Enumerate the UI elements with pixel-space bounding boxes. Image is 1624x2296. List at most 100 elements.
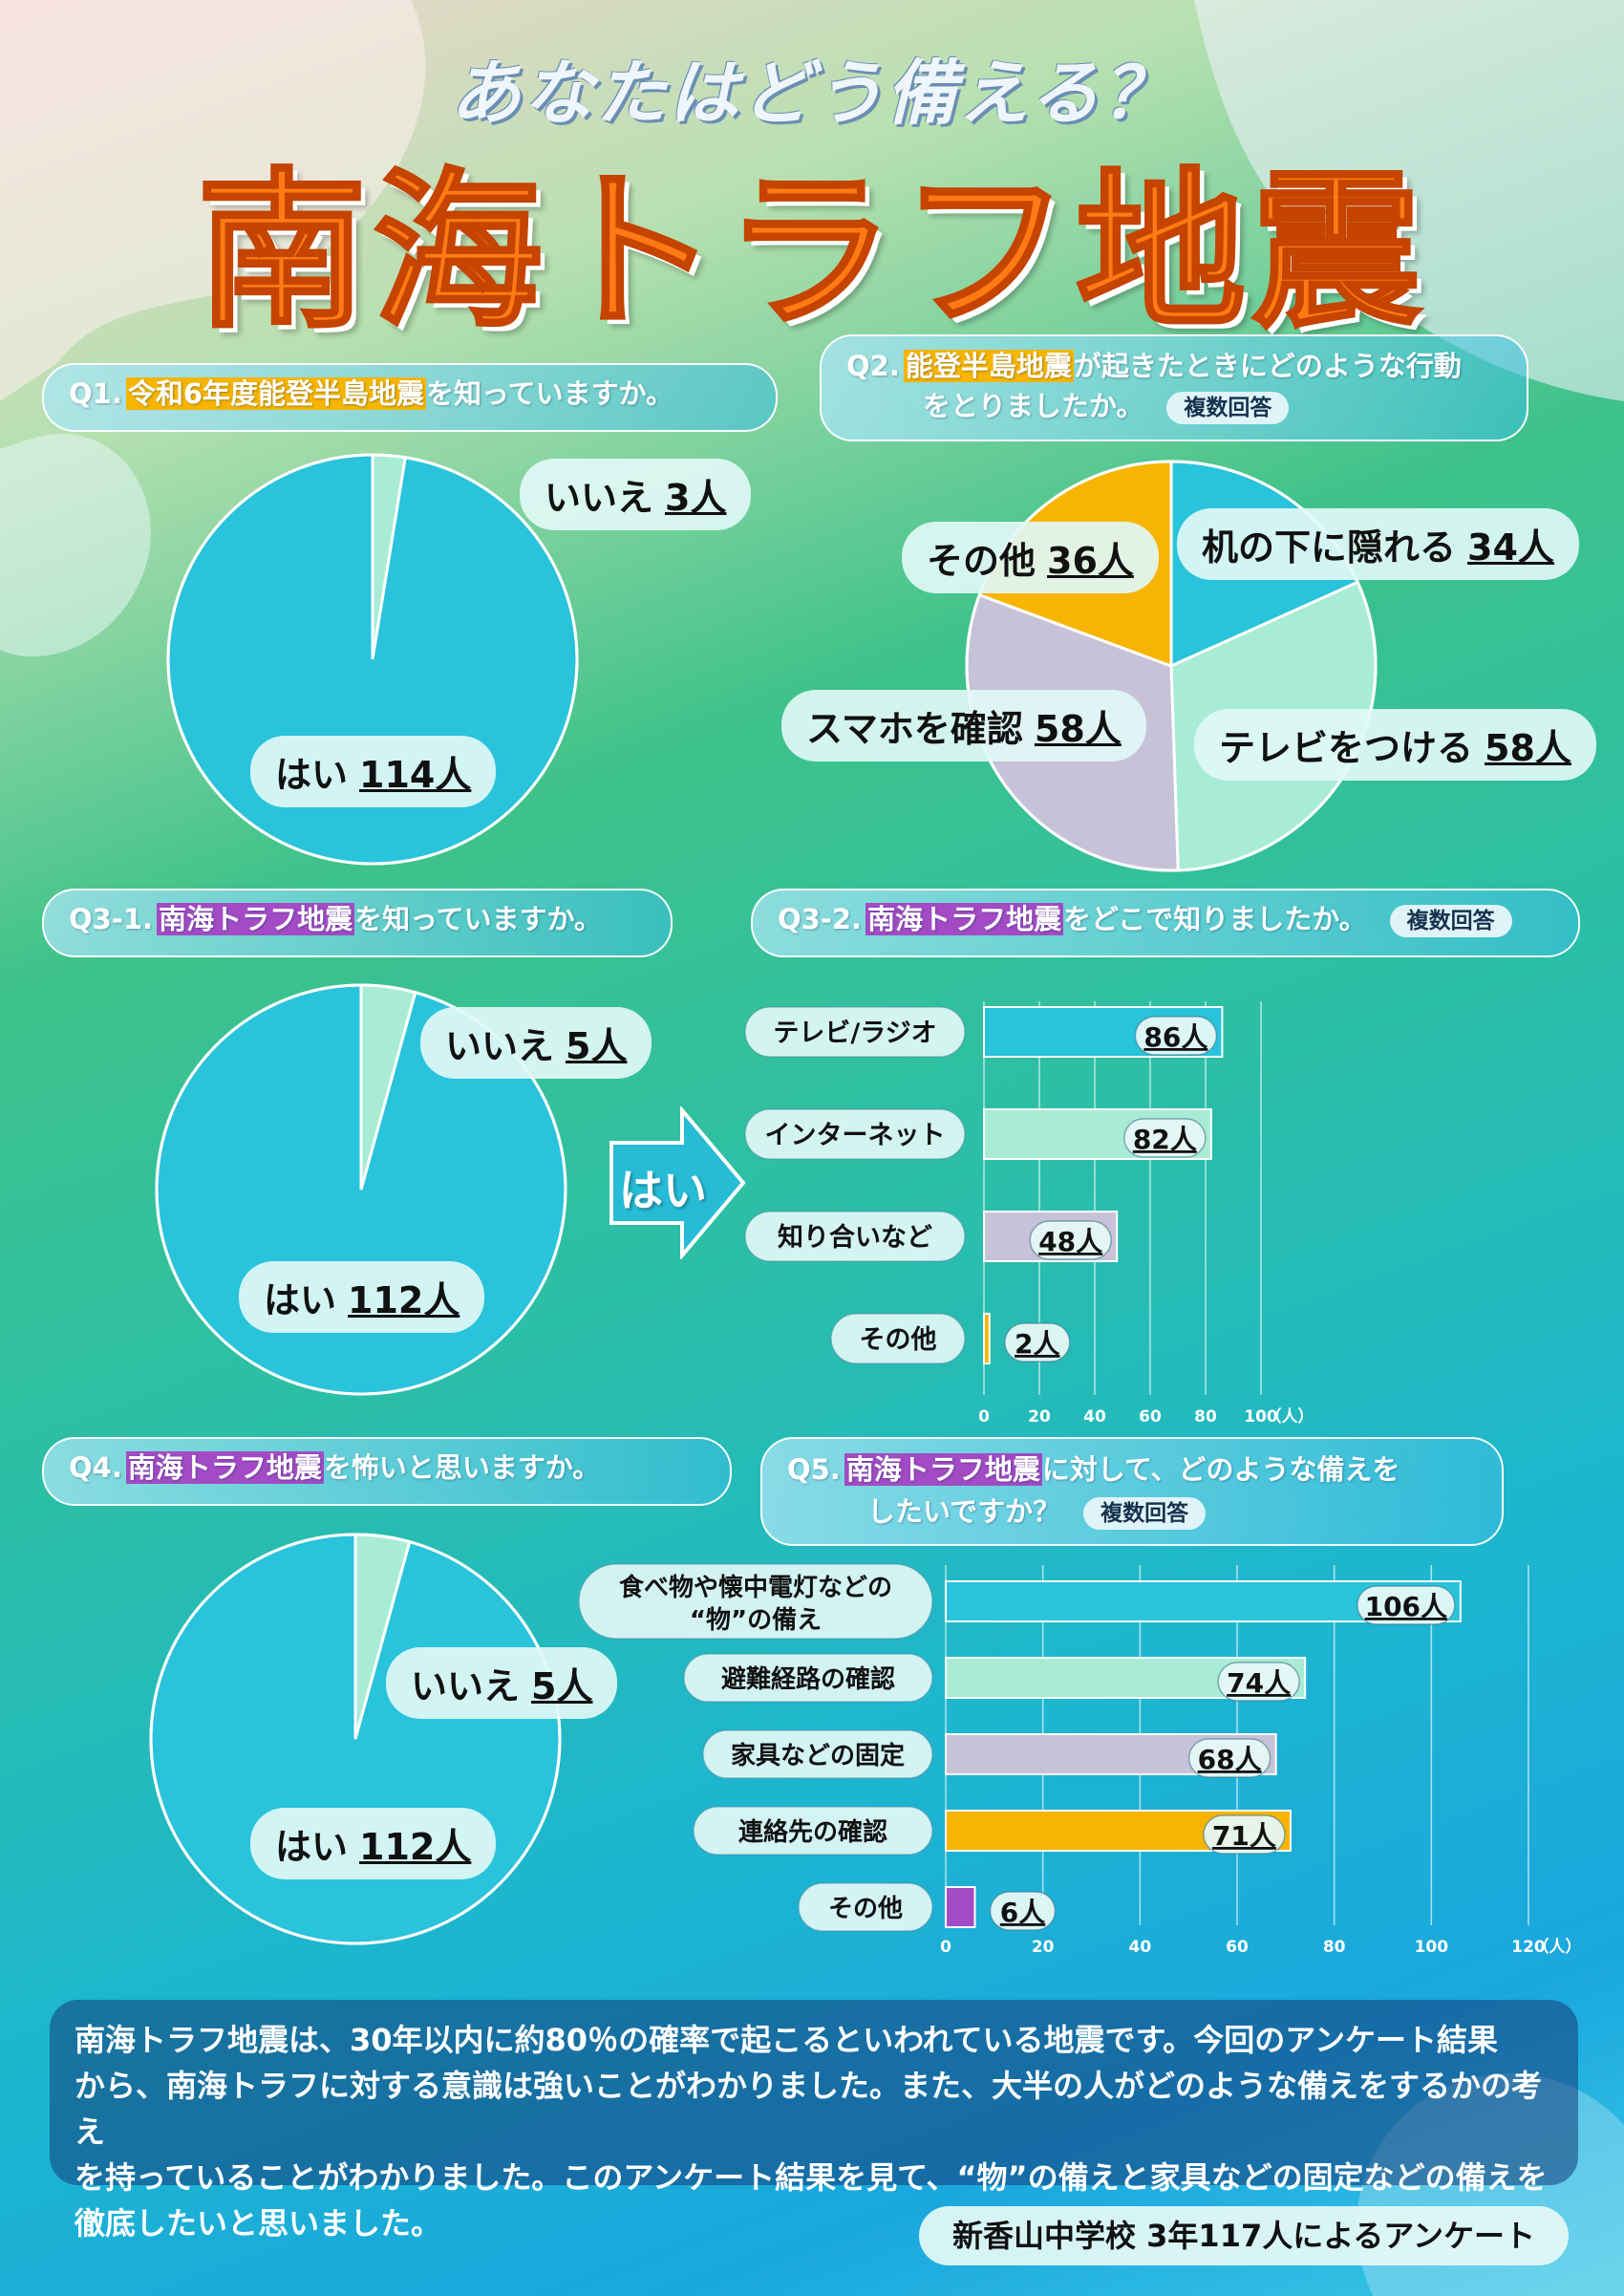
q2-desk-value: 34人 [1467,526,1554,569]
q2-label-tv: テレビをつける 58人 [1194,709,1596,781]
q5-tick-label: 100 [1415,1938,1449,1957]
q3-2-value-label: 86人 [1143,1021,1207,1053]
q3-2-tick-label: 20 [1028,1407,1051,1427]
q3-2-tick-label: 40 [1083,1407,1106,1427]
q1-question-panel: Q1. 令和6年度能登半島地震を知っていますか。 [42,363,778,432]
q3-2-value-label: 82人 [1133,1124,1197,1155]
q5-category-label: その他 [828,1895,903,1923]
q5-tick-label: 40 [1128,1938,1151,1957]
q3-2-category-label: テレビ/ラジオ [773,1019,936,1048]
q5-highlight: 南海トラフ地震 [844,1453,1042,1486]
q5-value-pill [989,1891,1057,1931]
q5-question-panel: Q5. 南海トラフ地震に対して、どのような備えを したいですか？ 複数回答 [760,1437,1504,1546]
q4-highlight: 南海トラフ地震 [125,1451,324,1484]
q3-1-yes-value: 112人 [348,1279,460,1321]
q3-2-tick-label: 100 [1244,1407,1278,1427]
q4-pie-slice [149,1533,562,1945]
q5-tick-label: 120 [1511,1938,1546,1957]
q3-2-bar [983,1313,991,1364]
q3-2-question-text: をどこで知りましたか。 [1063,903,1367,935]
q1-number: Q1. [69,377,122,410]
q4-yes-text: はい [275,1826,349,1868]
q2-desk-text: 机の下に隠れる [1202,526,1457,569]
q2-label-desk: 机の下に隠れる 34人 [1177,508,1579,580]
q3-1-no-text: いいえ [445,1025,555,1067]
q4-question-panel: Q4. 南海トラフ地震を怖いと思いますか。 [42,1437,732,1506]
q5-category-pill [683,1653,933,1703]
q3-2-category-label: インターネット [765,1121,946,1150]
land-shape [1194,0,1624,401]
q5-value-label: 71人 [1212,1820,1276,1852]
q2-tv-value: 58人 [1485,727,1571,769]
q2-multi-answer-badge: 複数回答 [1166,392,1290,424]
q5-tick-label: 20 [1032,1938,1055,1957]
q3-1-pie-outline [155,983,567,1396]
q4-pie-chart [149,1533,562,1945]
q3-2-category-pill [744,1006,966,1058]
q5-category-label: 連絡先の確認 [738,1817,887,1847]
land-shape [0,0,426,401]
q2-label-other: その他 36人 [902,522,1159,593]
q2-question-line1: が起きたときにどのような行動 [1073,350,1462,382]
q5-number: Q5. [787,1453,841,1486]
q3-2-category-pill [744,1108,966,1160]
q2-question-line2: をとりましたか。 [923,390,1144,422]
q5-question-line1: に対して、どのような備えを [1041,1453,1400,1486]
q5-multi-answer-badge: 複数回答 [1083,1497,1207,1530]
q1-yes-label: はい 114人 [250,736,497,807]
q3-2-number: Q3-2. [778,903,863,935]
q3-2-tick-label: 80 [1194,1407,1217,1427]
summary-line: 徹底したいと思いました。 [75,2205,442,2242]
summary-box: 南海トラフ地震は、30年以内に約80％の確率で起こるといわれている地震です。今回… [50,2000,1578,2242]
q5-category-label: 避難経路の確認 [721,1664,895,1694]
q5-value-label: 6人 [1000,1897,1045,1928]
q3-1-number: Q3-1. [69,903,154,935]
q3-1-question-text: を知っていますか。 [354,903,603,935]
q2-phone-text: スマホを確認 [806,708,1023,750]
q2-highlight: 能登半島地震 [903,350,1074,382]
q3-2-tick-label: 60 [1139,1407,1162,1427]
q3-2-question-panel: Q3-2. 南海トラフ地震をどこで知りましたか。 複数回答 [751,889,1580,957]
q4-yes-label: はい 112人 [250,1808,497,1879]
q3-2-category-pill [830,1313,966,1364]
q3-2-value-pill [1029,1220,1112,1260]
q5-category-label: 食べ物や懐中電灯などの [619,1573,892,1602]
q3-2-category-pill [744,1211,966,1262]
q3-2-value-label: 2人 [1015,1328,1059,1360]
q5-unit-label: （人） [1533,1937,1582,1957]
q3-1-no-value: 5人 [566,1025,628,1067]
q5-tick-label: 0 [940,1938,951,1957]
q5-category-pill [702,1729,933,1779]
q3-1-yes-text: はい [264,1279,337,1321]
q4-yes-value: 112人 [359,1826,472,1868]
q4-number: Q4. [69,1451,122,1484]
q4-no-value: 5人 [531,1665,593,1707]
arrow-label: はい [619,1165,707,1216]
q3-2-multi-answer-badge: 複数回答 [1389,905,1512,937]
q3-2-category-label: 知り合いなど [778,1222,932,1253]
land-shape [0,434,151,657]
q5-category-label: “物”の備え [690,1605,822,1635]
q1-no-text: いいえ [545,477,654,519]
q2-label-phone: スマホを確認 58人 [781,690,1146,762]
summary-line: から、南海トラフに対する意識は強いことがわかりました。また、大半の人がどのような… [75,2068,1543,2150]
q2-pie-outline [965,460,1378,872]
q2-number: Q2. [846,350,900,382]
q5-value-pill [1357,1585,1456,1625]
arrow-right-icon [609,1106,746,1259]
page-subtitle: あなたはどう備える？ [450,53,1174,135]
q3-2-value-pill [1004,1322,1071,1363]
q5-value-label: 106人 [1365,1591,1447,1622]
q5-category-pill [693,1806,933,1856]
q3-2-tick-label: 0 [978,1407,990,1427]
page-title: 南海トラフ地震 [196,152,1427,353]
q2-phone-value: 58人 [1034,708,1122,750]
summary-line: を持っていることがわかりました。このアンケート結果を見て、“物”の備えと家具など… [75,2159,1548,2196]
q5-value-pill [1217,1662,1300,1702]
q5-category-label: 家具などの固定 [731,1741,905,1770]
q5-value-pill [1187,1738,1271,1778]
footer-credit: 新香山中学校 3年117人によるアンケート [919,2206,1569,2265]
q3-1-yes-label: はい 112人 [239,1261,485,1333]
q3-2-highlight: 南海トラフ地震 [865,903,1064,935]
q3-2-category-label: その他 [860,1325,937,1355]
